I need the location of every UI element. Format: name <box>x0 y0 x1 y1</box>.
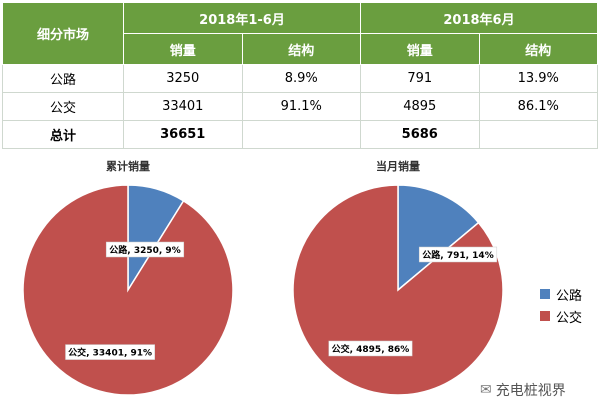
period2-header: 2018年6月 <box>360 2 598 34</box>
slice-label-text: 公交, 33401, 91% <box>68 347 152 359</box>
row-p1-share: 8.9% <box>241 64 361 93</box>
total-p2-share <box>478 120 598 149</box>
watermark: ✉ 充电桩视界 <box>480 380 566 400</box>
legend-label: 公路 <box>556 288 583 304</box>
p2-share-header: 结构 <box>478 33 598 65</box>
legend: 公路 公交 <box>540 283 582 327</box>
market-header: 细分市场 <box>2 2 124 65</box>
pie-slice-bus <box>22 184 234 396</box>
row-p1-sales: 33401 <box>123 92 243 121</box>
legend-item: 公路 <box>540 283 582 305</box>
slice-label-box <box>105 241 185 258</box>
total-name: 总计 <box>2 120 124 149</box>
p2-sales-header: 销量 <box>360 33 480 65</box>
row-p2-share: 86.1% <box>478 92 598 121</box>
pie-title: 累计销量 <box>106 159 150 173</box>
pie-title: 当月销量 <box>376 159 420 173</box>
wechat-icon: ✉ <box>480 382 492 398</box>
cumulative-pie-chart: 累计销量公路, 3250, 9% 公交, 33401, 91% <box>0 155 260 409</box>
slice-data-label: 公交, 4895, 86% <box>328 340 413 357</box>
row-p2-sales: 791 <box>360 64 480 93</box>
slice-label-text: 公路, 791, 14% <box>422 249 493 261</box>
slice-label-text: 公交, 4895, 86% <box>332 343 410 355</box>
period1-header: 2018年1-6月 <box>123 2 361 34</box>
row-name: 公交 <box>2 92 124 121</box>
slice-label-box <box>418 246 498 263</box>
total-row: 总计 36651 5686 <box>2 120 598 149</box>
monthly-pie-chart: 当月销量公路, 791, 14% 公交, 4895, 86% <box>270 155 530 409</box>
total-p2-sales: 5686 <box>360 120 480 149</box>
row-name: 公路 <box>2 64 124 93</box>
slice-data-label: 公路, 791, 14% <box>418 246 498 263</box>
legend-swatch-highway <box>540 289 550 299</box>
legend-swatch-bus <box>540 311 550 321</box>
row-p2-sales: 4895 <box>360 92 480 121</box>
pie-slice-highway <box>397 184 480 292</box>
watermark-text: 充电桩视界 <box>495 383 566 399</box>
slice-label-box <box>328 340 413 357</box>
slice-data-label: 公路, 3250, 9% <box>105 241 185 258</box>
slice-label-box <box>65 344 155 360</box>
table-row: 公路 3250 8.9% 791 13.9% <box>2 64 598 93</box>
row-p1-share: 91.1% <box>241 92 361 121</box>
total-p1-sales: 36651 <box>123 120 243 149</box>
row-p2-share: 13.9% <box>478 64 598 93</box>
legend-label: 公交 <box>556 310 583 326</box>
table-row: 公交 33401 91.1% 4895 86.1% <box>2 92 598 121</box>
slice-data-label: 公交, 33401, 91% <box>65 344 155 360</box>
p1-share-header: 结构 <box>241 33 361 65</box>
slice-label-text: 公路, 3250, 9% <box>109 244 180 256</box>
total-p1-share <box>241 120 361 149</box>
p1-sales-header: 销量 <box>123 33 243 65</box>
legend-item: 公交 <box>540 305 582 327</box>
sales-table: 细分市场 2018年1-6月 2018年6月 销量 结构 销量 结构 公路 32… <box>2 2 598 149</box>
row-p1-sales: 3250 <box>123 64 243 93</box>
